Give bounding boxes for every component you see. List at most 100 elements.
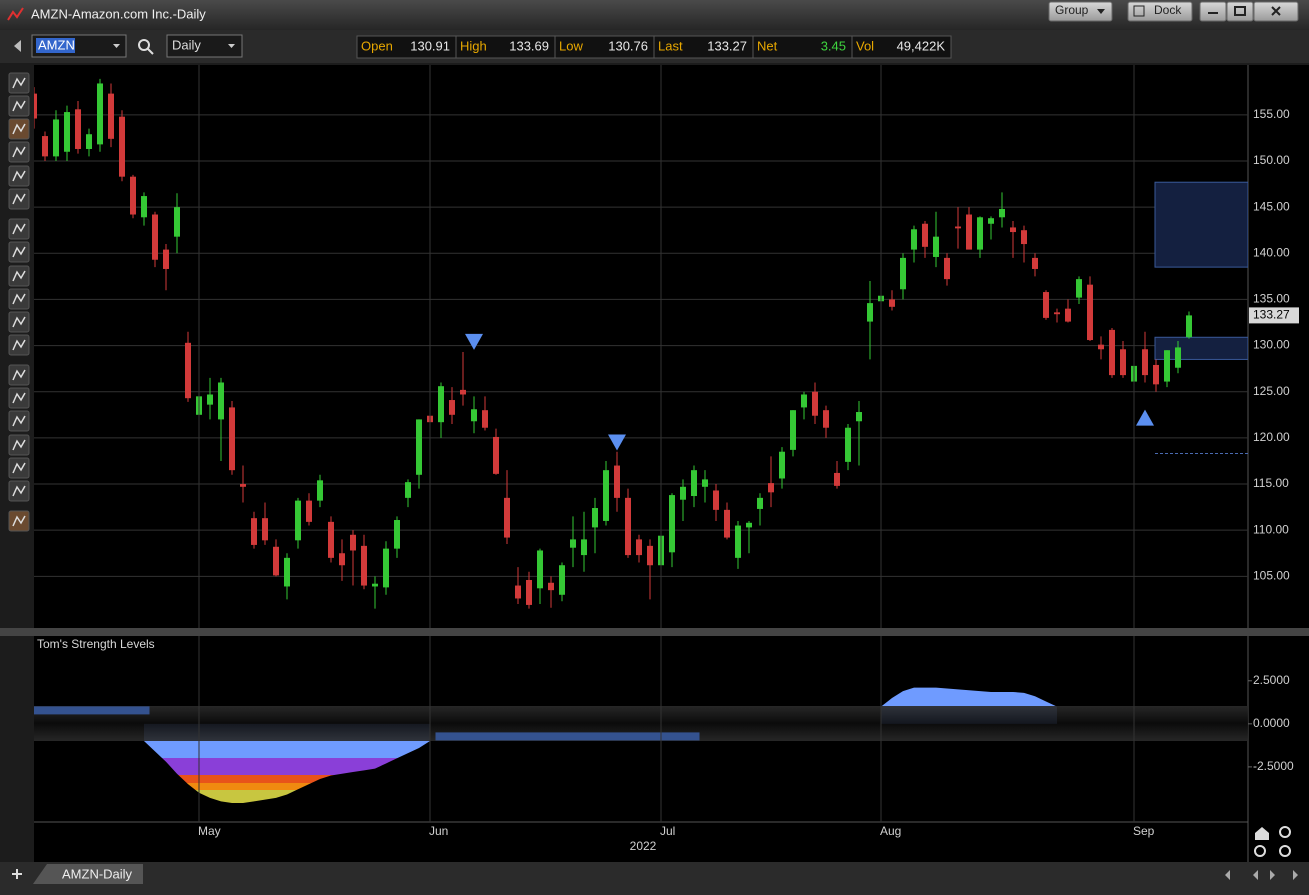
quote-value: 130.76 — [608, 38, 648, 53]
candle-body — [1153, 364, 1159, 385]
tool-icon — [12, 77, 26, 89]
tool-icon — [12, 439, 26, 451]
candle-body — [856, 412, 862, 422]
quote-label: Net — [757, 38, 778, 53]
candle-body — [163, 249, 169, 269]
left-toolbar — [8, 72, 30, 532]
candle-body — [1076, 279, 1082, 298]
tool-icon — [12, 415, 26, 427]
candle-body — [1021, 230, 1027, 245]
zoom-in-icon[interactable] — [1254, 845, 1266, 857]
candle-body — [141, 196, 147, 218]
candle-body — [548, 582, 554, 591]
candle-body — [1109, 329, 1115, 376]
projection-zone — [1154, 181, 1248, 268]
x-tick-label: Jul — [660, 824, 675, 838]
x-tick-label: Aug — [880, 824, 901, 838]
candle-body — [306, 500, 312, 522]
x-tick-label: Sep — [1133, 824, 1155, 838]
y-tick-label: 115.00 — [1253, 476, 1289, 490]
quote-label: Vol — [856, 38, 874, 53]
candle-body — [218, 382, 224, 420]
zoom-out-icon[interactable] — [1279, 845, 1291, 857]
candle-body — [262, 518, 268, 541]
quote-label: Open — [361, 38, 393, 53]
y-tick-label: -2.5000 — [1253, 759, 1294, 773]
window-title: AMZN-Amazon.com Inc.-Daily — [31, 6, 206, 21]
sell-signal — [608, 434, 626, 451]
candle-body — [229, 407, 235, 471]
candle-body — [394, 520, 400, 549]
candle-body — [724, 509, 730, 538]
minimize-button[interactable] — [1199, 1, 1227, 22]
tab[interactable] — [33, 864, 143, 884]
quote-label: Last — [658, 38, 683, 53]
candle-body — [735, 525, 741, 558]
tool-icon — [12, 369, 26, 381]
candle-body — [449, 400, 455, 415]
search-icon[interactable] — [138, 39, 150, 51]
y-tick-label: 155.00 — [1253, 107, 1290, 121]
zoom-out-x-icon[interactable] — [1279, 826, 1291, 838]
candle-body — [328, 521, 334, 558]
candle-body — [350, 534, 356, 551]
maximize-button[interactable] — [1226, 1, 1254, 22]
last-price-tag — [1249, 307, 1299, 324]
tool-icon — [12, 123, 26, 135]
interval-select[interactable] — [166, 34, 243, 58]
candle-body — [1065, 308, 1071, 322]
candle-body — [416, 419, 422, 475]
y-tick-label: 110.00 — [1253, 522, 1289, 536]
x-axis-panel — [34, 822, 1309, 862]
tool-icon — [12, 223, 26, 235]
buy-signal — [1136, 409, 1154, 426]
home-icon[interactable] — [1255, 827, 1269, 840]
candle-body — [1175, 347, 1181, 368]
candle-body — [592, 508, 598, 528]
candle-body — [889, 299, 895, 307]
candle-body — [438, 386, 444, 423]
tool-icon — [12, 485, 26, 497]
x-year-label: 2022 — [630, 839, 657, 853]
candle-body — [911, 229, 917, 250]
candle-body — [823, 410, 829, 428]
candle-body — [790, 410, 796, 450]
candle-body — [471, 409, 477, 422]
candle-body — [317, 480, 323, 501]
y-tick-label: 105.00 — [1253, 568, 1290, 582]
symbol-dropdown[interactable] — [113, 44, 120, 48]
symbol-text: AMZN — [38, 37, 75, 52]
candle-body — [174, 207, 180, 237]
dock-label: Dock — [1154, 3, 1182, 17]
candle-body — [1164, 350, 1170, 382]
candle-body — [1087, 284, 1093, 341]
candle-body — [339, 553, 345, 566]
candle-body — [361, 545, 367, 586]
candle-body — [867, 303, 873, 322]
back-arrow[interactable] — [14, 40, 21, 52]
x-tick-label: May — [198, 824, 221, 838]
candle-body — [1010, 227, 1016, 233]
candle-body — [34, 93, 37, 119]
tool-icon — [12, 100, 26, 112]
tool-icon — [12, 462, 26, 474]
candle-body — [372, 583, 378, 587]
strength-plot — [34, 687, 1248, 804]
candle-body — [1142, 349, 1148, 376]
group-button[interactable] — [1048, 1, 1113, 22]
candle-body — [691, 470, 697, 497]
candle-body — [1186, 315, 1192, 338]
quote-value: 133.27 — [707, 38, 747, 53]
y-tick-label: 120.00 — [1253, 430, 1290, 444]
candle-body — [922, 223, 928, 247]
add-tab[interactable] — [12, 869, 22, 879]
candle-body — [1120, 349, 1126, 376]
candle-body — [295, 500, 301, 541]
candle-body — [966, 214, 972, 250]
tool-icon — [12, 515, 26, 527]
quote-value: 133.69 — [509, 38, 549, 53]
sell-signal — [465, 333, 483, 350]
dock-icon — [1133, 5, 1145, 17]
